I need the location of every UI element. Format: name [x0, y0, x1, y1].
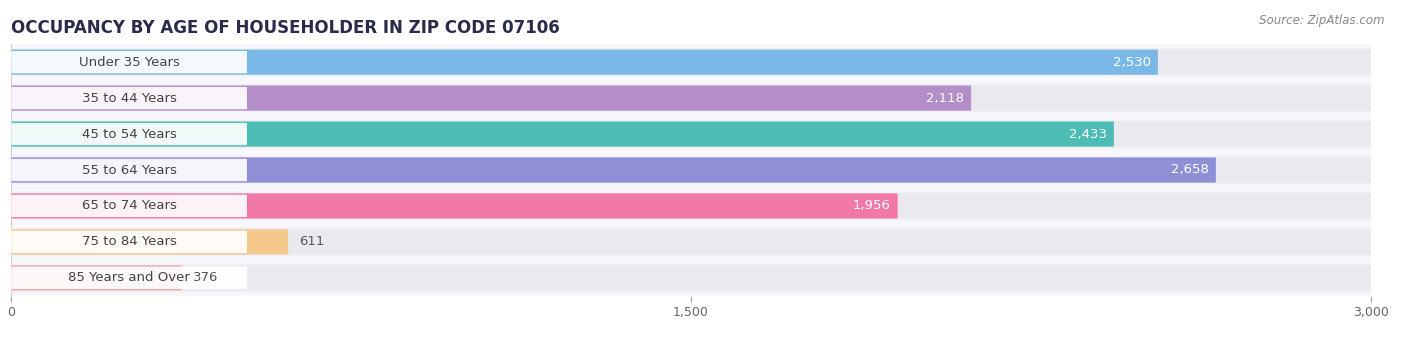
- Text: 75 to 84 Years: 75 to 84 Years: [82, 235, 177, 249]
- Text: 45 to 54 Years: 45 to 54 Years: [82, 128, 177, 140]
- Text: 2,530: 2,530: [1114, 56, 1152, 69]
- FancyBboxPatch shape: [11, 87, 247, 109]
- FancyBboxPatch shape: [11, 157, 1371, 183]
- Text: 2,433: 2,433: [1069, 128, 1107, 140]
- FancyBboxPatch shape: [11, 227, 1371, 256]
- FancyBboxPatch shape: [11, 193, 1371, 219]
- Text: Under 35 Years: Under 35 Years: [79, 56, 180, 69]
- FancyBboxPatch shape: [11, 120, 1371, 149]
- FancyBboxPatch shape: [11, 121, 1371, 147]
- Text: 2,118: 2,118: [927, 91, 965, 105]
- Text: 85 Years and Over: 85 Years and Over: [67, 271, 190, 284]
- Text: 376: 376: [193, 271, 218, 284]
- FancyBboxPatch shape: [11, 195, 247, 217]
- Text: 1,956: 1,956: [853, 200, 891, 212]
- FancyBboxPatch shape: [11, 51, 247, 73]
- FancyBboxPatch shape: [11, 159, 247, 181]
- FancyBboxPatch shape: [11, 193, 897, 219]
- FancyBboxPatch shape: [11, 265, 1371, 290]
- Text: 611: 611: [299, 235, 325, 249]
- Text: OCCUPANCY BY AGE OF HOUSEHOLDER IN ZIP CODE 07106: OCCUPANCY BY AGE OF HOUSEHOLDER IN ZIP C…: [11, 19, 560, 37]
- FancyBboxPatch shape: [11, 191, 1371, 220]
- Text: 2,658: 2,658: [1171, 164, 1209, 176]
- FancyBboxPatch shape: [11, 229, 1371, 254]
- FancyBboxPatch shape: [11, 157, 1216, 183]
- FancyBboxPatch shape: [11, 50, 1159, 75]
- FancyBboxPatch shape: [11, 48, 1371, 76]
- Text: 55 to 64 Years: 55 to 64 Years: [82, 164, 177, 176]
- FancyBboxPatch shape: [11, 123, 247, 145]
- FancyBboxPatch shape: [11, 156, 1371, 184]
- FancyBboxPatch shape: [11, 84, 1371, 113]
- FancyBboxPatch shape: [11, 267, 247, 289]
- FancyBboxPatch shape: [11, 121, 1114, 147]
- FancyBboxPatch shape: [11, 86, 1371, 111]
- Text: 35 to 44 Years: 35 to 44 Years: [82, 91, 177, 105]
- FancyBboxPatch shape: [11, 265, 181, 290]
- FancyBboxPatch shape: [11, 229, 288, 254]
- FancyBboxPatch shape: [11, 50, 1371, 75]
- FancyBboxPatch shape: [11, 86, 972, 111]
- Text: 65 to 74 Years: 65 to 74 Years: [82, 200, 177, 212]
- FancyBboxPatch shape: [11, 231, 247, 253]
- FancyBboxPatch shape: [11, 264, 1371, 292]
- Text: Source: ZipAtlas.com: Source: ZipAtlas.com: [1260, 14, 1385, 27]
